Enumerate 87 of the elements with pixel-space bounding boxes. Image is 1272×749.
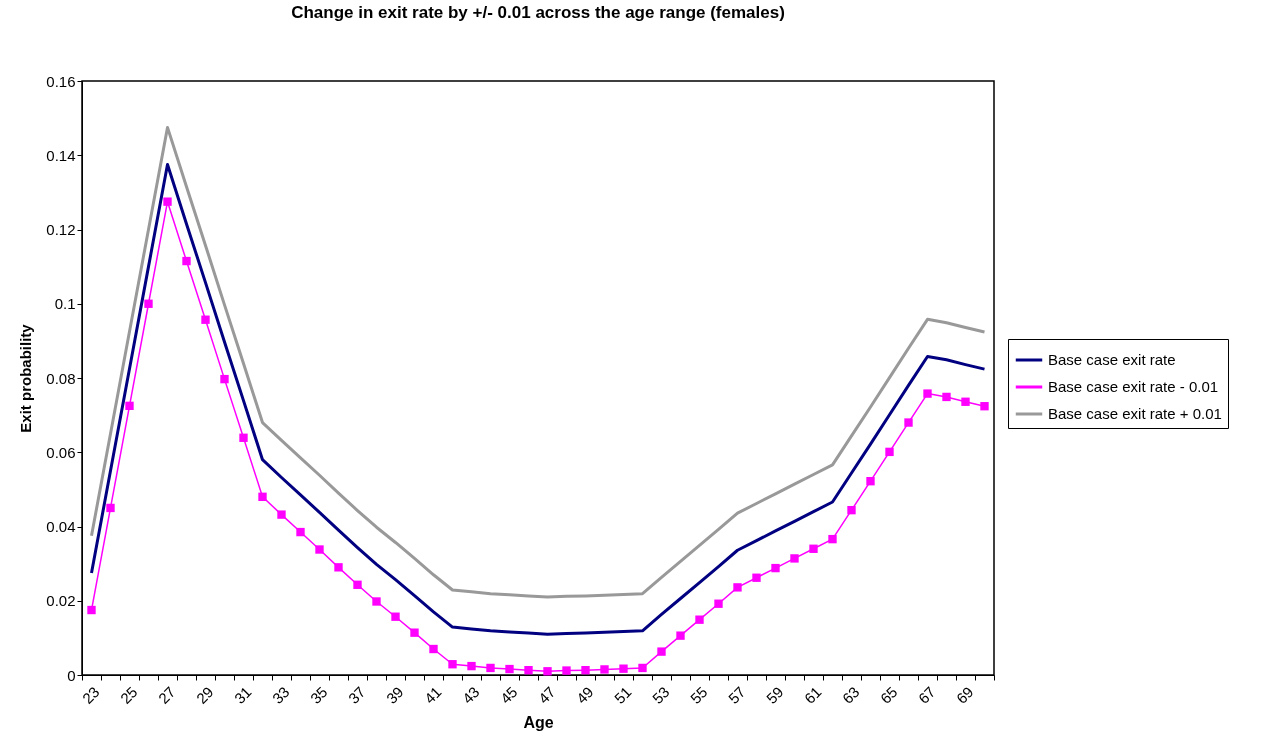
point [334,563,343,572]
point [676,631,685,640]
point [391,612,400,621]
point [353,580,362,589]
point [885,447,894,457]
point [695,615,704,624]
point [410,628,419,637]
y-tick-label: 0.14 [46,146,76,164]
y-tick-label: 0.04 [46,518,76,535]
point [448,660,457,669]
point [429,644,438,654]
legend-label: Base case exit rate + 0.01 [1048,405,1222,422]
x-tick-label: 31 [230,683,255,707]
x-tick-label: 29 [192,683,217,707]
x-tick-label: 59 [762,683,787,707]
x-tick-label: 45 [496,683,521,707]
point [657,647,666,656]
point [600,665,609,674]
x-tick-label: 69 [952,683,977,707]
x-tick-label: 63 [838,683,863,707]
x-tick-label: 49 [572,683,597,707]
x-tick-label: 27 [154,683,179,707]
x-tick-label: 37 [344,683,369,707]
point [239,433,248,442]
y-tick-label: 0 [67,666,76,684]
x-tick-label: 33 [268,683,293,707]
point [543,667,552,676]
chart-title: Change in exit rate by +/- 0.01 across the age range (females) [291,3,785,22]
x-axis-title: Age [523,713,554,731]
x-tick-label: 25 [116,683,141,707]
x-tick-label: 61 [800,683,825,707]
point [258,492,267,501]
point [752,573,761,582]
point [638,663,647,673]
x-tick-label: 67 [914,683,939,707]
point [809,544,818,553]
x-tick-label: 43 [458,683,483,707]
y-tick-label: 0.08 [46,369,76,387]
legend-label: Base case exit rate - 0.01 [1048,378,1219,395]
point [771,563,780,573]
point [790,554,799,563]
point [562,666,571,675]
y-tick-label: 0.12 [46,221,76,238]
x-tick-label: 41 [420,683,445,707]
point [866,477,875,486]
point [733,583,742,592]
y-axis-title: Exit probability [17,323,35,433]
point [486,663,495,673]
point [980,402,989,411]
point [144,299,153,308]
point [828,534,837,544]
x-tick-label: 65 [876,683,901,707]
y-tick-label: 0.16 [46,72,76,90]
point [372,597,381,606]
point [847,505,856,515]
y-tick-label: 0.1 [54,295,76,313]
point [923,389,932,398]
point [904,418,913,427]
point [296,527,305,537]
point [581,665,590,675]
point [182,256,191,266]
point [467,661,476,671]
point [942,392,951,402]
point [220,374,229,384]
point [619,664,628,673]
x-tick-label: 39 [382,683,407,707]
x-tick-label: 23 [78,683,103,707]
x-tick-label: 47 [534,683,559,707]
x-tick-label: 57 [724,683,749,707]
point [87,605,96,615]
legend-label: Base case exit rate [1048,351,1176,368]
point [714,599,723,608]
y-tick-label: 0.06 [46,443,76,461]
point [524,665,533,675]
point [277,510,286,519]
y-tick-label: 0.02 [46,592,76,610]
point [505,664,514,674]
x-tick-label: 51 [610,683,635,707]
point [163,197,172,206]
point [125,401,134,411]
x-tick-label: 55 [686,683,711,707]
x-tick-label: 35 [306,683,331,707]
point [201,315,210,324]
point [106,503,115,513]
point [961,397,970,406]
x-tick-label: 53 [648,683,673,707]
point [315,545,324,554]
